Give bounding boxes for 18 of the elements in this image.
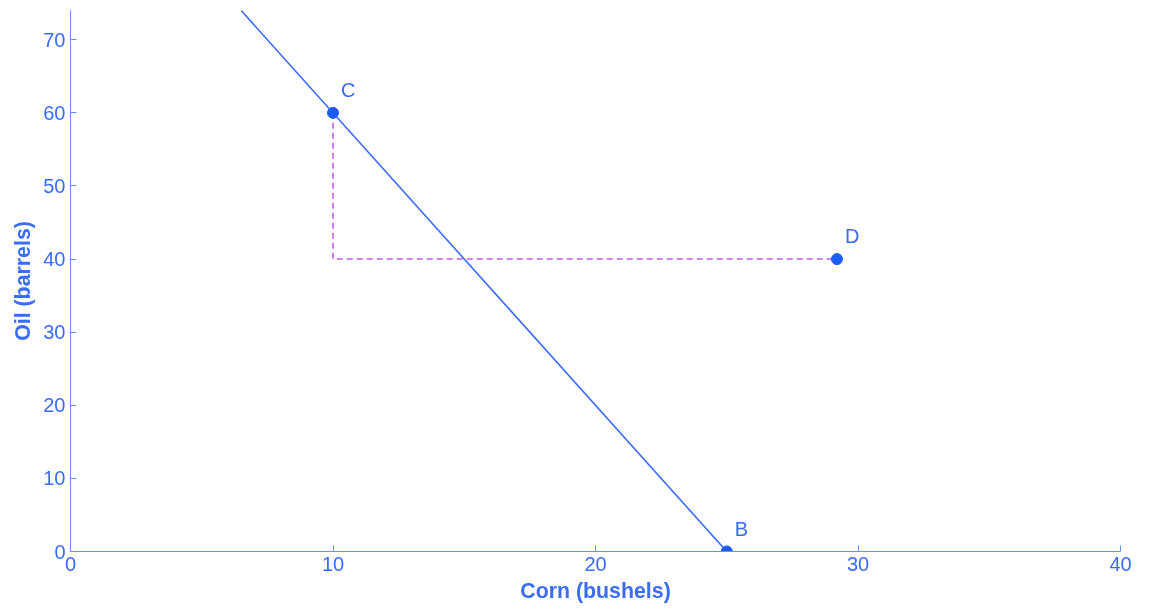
- y-axis-title: Oil (barrels): [11, 221, 36, 341]
- x-tick-label: 20: [584, 552, 607, 575]
- x-tick-label: 40: [1109, 552, 1132, 575]
- x-tick-label: 10: [321, 552, 345, 575]
- y-tick-label: 60: [43, 101, 66, 124]
- y-tick-label: 50: [43, 174, 66, 197]
- y-tick-label: 20: [43, 394, 66, 417]
- y-tick-label: 30: [43, 321, 66, 344]
- y-tick-label: 70: [43, 28, 66, 51]
- y-tick-label: 40: [43, 248, 66, 271]
- point: [831, 253, 843, 266]
- x-tick-label: 30: [846, 552, 870, 575]
- annotation: B: [734, 517, 749, 540]
- annotation: C: [341, 78, 356, 101]
- x-axis-title: Corn (bushels): [520, 578, 671, 603]
- y-tick-label: 10: [43, 467, 66, 490]
- annotation: D: [845, 225, 860, 248]
- point: [327, 106, 339, 119]
